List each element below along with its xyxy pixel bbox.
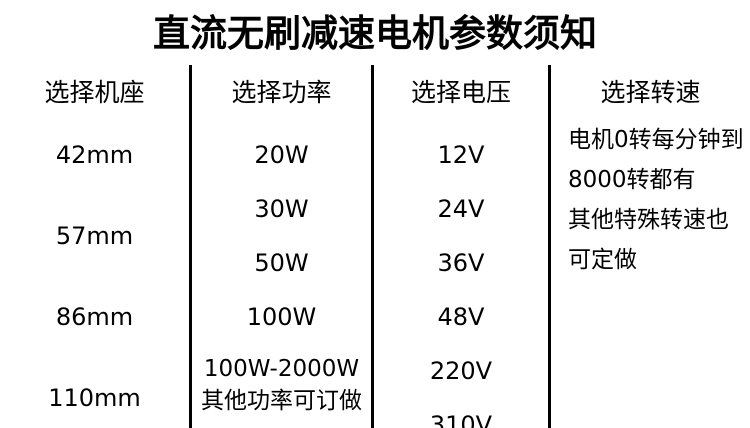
column-header-speed: 选择转速 [600, 78, 701, 107]
cell-voltage-2: 36V [437, 249, 485, 277]
cell-power-1: 30W [254, 195, 309, 223]
column-divider-1 [189, 65, 192, 428]
cell-voltage-3: 48V [437, 303, 485, 331]
cell-voltage-1: 24V [437, 195, 485, 223]
cell-power-0: 20W [254, 141, 309, 169]
cell-frame-size-1: 57mm [55, 222, 134, 250]
cell-power-4: 100W-2000W [203, 356, 360, 382]
cell-frame-size-0: 42mm [55, 141, 134, 169]
column-speed: 选择转速 电机0转每分钟到 8000转都有 其他特殊转速也 可定做 [551, 65, 750, 428]
cell-frame-size-2: 86mm [55, 303, 134, 331]
cell-power-3: 100W [246, 303, 317, 331]
note-speed-3: 可定做 [568, 247, 637, 273]
column-header-power: 选择功率 [231, 78, 332, 107]
column-header-voltage: 选择电压 [410, 78, 511, 107]
cell-voltage-5: 310V [429, 411, 493, 428]
column-power: 选择功率 20W 30W 50W 100W 100W-2000W 其他功率可订做 [192, 65, 371, 428]
cell-voltage-4: 220V [429, 357, 493, 385]
column-frame-size: 选择机座 42mm 57mm 86mm 110mm [0, 65, 189, 428]
parameter-table: 选择机座 42mm 57mm 86mm 110mm 选择功率 20W 30W 5… [0, 65, 750, 428]
column-divider-2 [371, 65, 374, 428]
column-header-frame-size: 选择机座 [44, 78, 145, 107]
note-speed-0: 电机0转每分钟到 [568, 127, 744, 153]
cell-frame-size-3: 110mm [48, 384, 141, 412]
column-voltage: 选择电压 12V 24V 36V 48V 220V 310V [374, 65, 548, 428]
cell-voltage-0: 12V [437, 141, 485, 169]
note-speed-2: 其他特殊转速也 [568, 207, 729, 233]
note-speed-1: 8000转都有 [568, 167, 696, 193]
cell-power-5: 其他功率可订做 [201, 388, 362, 414]
page-title: 直流无刷减速电机参数须知 [153, 12, 597, 55]
cell-power-2: 50W [254, 249, 309, 277]
column-divider-3 [548, 65, 551, 428]
